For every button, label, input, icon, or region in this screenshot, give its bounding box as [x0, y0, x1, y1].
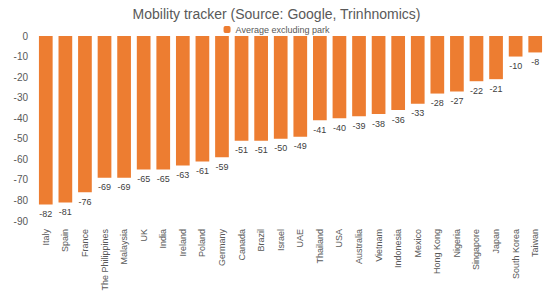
svg-text:-69: -69: [118, 182, 131, 192]
svg-text:-50: -50: [14, 133, 29, 144]
svg-text:-82: -82: [39, 209, 52, 219]
svg-text:UAE: UAE: [295, 229, 305, 248]
svg-text:-22: -22: [470, 86, 483, 96]
svg-text:-39: -39: [353, 121, 366, 131]
svg-text:Italy: Italy: [41, 229, 51, 246]
svg-text:Taiwan: Taiwan: [530, 229, 540, 257]
svg-text:India: India: [158, 229, 168, 249]
svg-text:Spain: Spain: [60, 229, 70, 252]
svg-text:-27: -27: [450, 96, 463, 106]
svg-text:-8: -8: [531, 57, 539, 67]
svg-text:Average excluding park: Average excluding park: [236, 25, 330, 35]
svg-text:-10: -10: [509, 61, 522, 71]
svg-text:-33: -33: [411, 108, 424, 118]
svg-text:Mexico: Mexico: [413, 229, 423, 258]
svg-text:-65: -65: [157, 174, 170, 184]
svg-text:Thailand: Thailand: [315, 229, 325, 264]
svg-text:Poland: Poland: [197, 229, 207, 257]
svg-text:-76: -76: [78, 197, 91, 207]
svg-text:Japan: Japan: [491, 229, 501, 254]
svg-text:0: 0: [22, 31, 28, 42]
svg-text:-63: -63: [176, 170, 189, 180]
svg-text:-40: -40: [14, 113, 29, 124]
svg-text:-51: -51: [255, 145, 268, 155]
svg-text:Australia: Australia: [354, 229, 364, 264]
svg-text:Hong Kong: Hong Kong: [432, 229, 442, 274]
svg-text:Malaysia: Malaysia: [119, 229, 129, 265]
svg-text:-81: -81: [59, 207, 72, 217]
svg-text:Germany: Germany: [217, 229, 227, 267]
svg-text:-36: -36: [392, 115, 405, 125]
svg-text:-20: -20: [14, 72, 29, 83]
svg-text:Vietnam: Vietnam: [374, 229, 384, 262]
svg-text:-70: -70: [14, 174, 29, 185]
svg-text:-69: -69: [98, 182, 111, 192]
svg-text:-38: -38: [372, 119, 385, 129]
svg-text:Singapore: Singapore: [471, 229, 481, 270]
svg-text:The Philippines: The Philippines: [100, 229, 110, 291]
svg-text:-21: -21: [490, 84, 503, 94]
svg-text:-65: -65: [137, 174, 150, 184]
svg-text:Indonesia: Indonesia: [393, 229, 403, 268]
svg-text:-50: -50: [274, 143, 287, 153]
svg-text:Ireland: Ireland: [178, 229, 188, 257]
svg-text:-90: -90: [14, 216, 29, 227]
svg-text:-49: -49: [294, 141, 307, 151]
svg-text:Nigeria: Nigeria: [452, 229, 462, 258]
svg-text:Brazil: Brazil: [256, 229, 266, 252]
svg-text:USA: USA: [334, 229, 344, 248]
svg-text:-60: -60: [14, 154, 29, 165]
svg-text:Mobility tracker (Source: Goog: Mobility tracker (Source: Google, Trinhn…: [133, 6, 421, 22]
svg-text:Canada: Canada: [237, 229, 247, 261]
svg-text:-61: -61: [196, 166, 209, 176]
svg-text:-28: -28: [431, 98, 444, 108]
svg-text:-51: -51: [235, 145, 248, 155]
svg-text:-40: -40: [333, 123, 346, 133]
svg-text:-41: -41: [313, 125, 326, 135]
svg-text:South Korea: South Korea: [511, 229, 521, 279]
svg-text:UK: UK: [139, 229, 149, 242]
svg-text:France: France: [80, 229, 90, 257]
svg-text:-59: -59: [215, 162, 228, 172]
svg-text:-10: -10: [14, 51, 29, 62]
svg-text:-80: -80: [14, 195, 29, 206]
svg-text:-30: -30: [14, 92, 29, 103]
svg-text:Israel: Israel: [276, 229, 286, 251]
